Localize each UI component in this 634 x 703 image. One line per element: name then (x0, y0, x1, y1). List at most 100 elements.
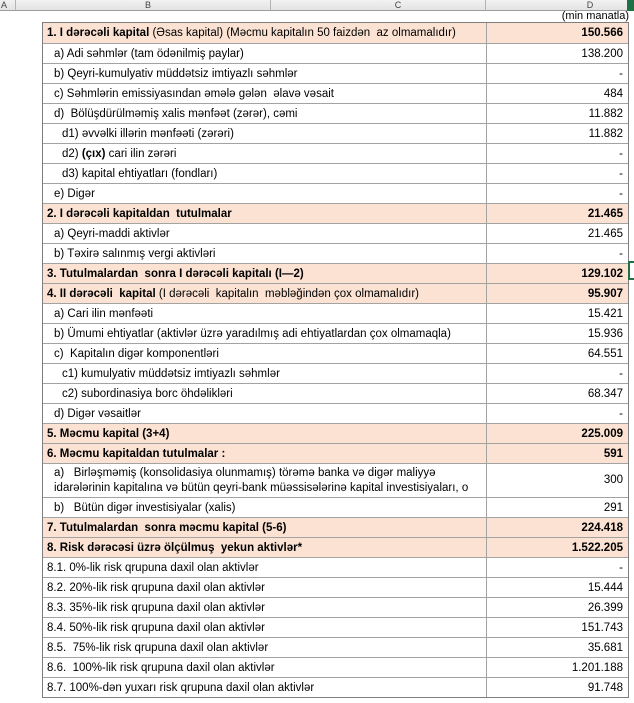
row-label-cell[interactable]: 2. I dərəcəli kapitaldan tutulmalar (43, 204, 487, 223)
row-label-cell[interactable]: 8.2. 20%-lik risk qrupuna daxil olan akt… (43, 578, 487, 597)
row-value-cell[interactable]: 300 (487, 464, 628, 497)
row-value-cell[interactable]: 225.009 (487, 424, 628, 443)
row-label-cell[interactable]: b) Bütün digər investisiyalar (xalis) (43, 498, 487, 517)
row-value-cell[interactable]: - (487, 558, 628, 577)
row-label-cell[interactable]: 3. Tutulmalardan sonra I dərəcəli kapita… (43, 264, 487, 283)
row-value-cell[interactable]: 64.551 (487, 344, 628, 363)
row-label-cell[interactable]: 5. Məcmu kapital (3+4) (43, 424, 487, 443)
row-label-cell[interactable]: c) Kapitalın digər komponentləri (43, 344, 487, 363)
row-label-cell[interactable]: 8.4. 50%-lik risk qrupuna daxil olan akt… (43, 618, 487, 637)
column-header-d[interactable]: D (586, 0, 594, 10)
table-row: 5. Məcmu kapital (3+4) 225.009 (43, 423, 628, 443)
row-label-cell[interactable]: a) Adi səhmlər (tam ödənilmiş paylar) (43, 44, 487, 63)
row-label-cell[interactable]: 6. Məcmu kapitaldan tutulmalar : (43, 444, 487, 463)
row-value: 15.421 (587, 307, 623, 320)
row-label-cell[interactable]: 8.5. 75%-lik risk qrupuna daxil olan akt… (43, 638, 487, 657)
table-row: a) Birləşməmiş (konsolidasiya olunmamış)… (43, 463, 628, 497)
row-label-cell[interactable]: 7. Tutulmalardan sonra məcmu kapital (5-… (43, 518, 487, 537)
row-label-cell[interactable]: d1) əvvəlki illərin mənfəəti (zərəri) (43, 124, 487, 143)
row-value-cell[interactable]: 591 (487, 444, 628, 463)
row-label-bold-text: 2. I dərəcəli kapitaldan tutulmalar (47, 207, 232, 220)
row-value-cell[interactable]: 21.465 (487, 224, 628, 243)
row-value-cell[interactable]: 15.421 (487, 304, 628, 323)
row-value-cell[interactable]: - (487, 144, 628, 163)
row-label-text: 8.4. 50%-lik risk qrupuna daxil olan akt… (47, 621, 265, 634)
row-value-cell[interactable]: 138.200 (487, 44, 628, 63)
row-value-cell[interactable]: 11.882 (487, 104, 628, 123)
row-value-cell[interactable]: 150.566 (487, 23, 628, 43)
row-value-cell[interactable]: 129.102 (487, 264, 628, 283)
row-label-cell[interactable]: 8.1. 0%-lik risk qrupuna daxil olan akti… (43, 558, 487, 577)
row-value: 225.009 (581, 427, 623, 440)
row-label-cell[interactable]: 4. II dərəcəli kapital (I dərəcəli kapit… (43, 284, 487, 303)
row-label-cell[interactable]: d) Bölüşdürülməmiş xalis mənfəət (zərər)… (43, 104, 487, 123)
row-value-cell[interactable]: 15.444 (487, 578, 628, 597)
table-row: 8.7. 100%-dən yuxarı risk qrupuna daxil … (43, 677, 628, 697)
row-value-cell[interactable]: 291 (487, 498, 628, 517)
row-value-cell[interactable]: 21.465 (487, 204, 628, 223)
row-label-cell[interactable]: c) Səhmlərin emissiyasından əmələ gələn … (43, 84, 487, 103)
row-label-cell[interactable]: 8.7. 100%-dən yuxarı risk qrupuna daxil … (43, 678, 487, 697)
row-value-cell[interactable]: - (487, 364, 628, 383)
row-value-cell[interactable]: - (487, 404, 628, 423)
row-value: 291 (603, 501, 623, 514)
row-value-cell[interactable]: - (487, 164, 628, 183)
row-value: 15.936 (587, 327, 623, 340)
row-value-cell[interactable]: 1.201.188 (487, 658, 628, 677)
row-label-cell[interactable]: d3) kapital ehtiyatları (fondları) (43, 164, 487, 183)
row-value-cell[interactable]: 11.882 (487, 124, 628, 143)
row-label-text: 8.1. 0%-lik risk qrupuna daxil olan akti… (47, 561, 259, 574)
table-row: c1) kumulyativ müddətsiz imtiyazlı səhml… (43, 363, 628, 383)
table-row: b) Bütün digər investisiyalar (xalis) 29… (43, 497, 628, 517)
row-label-cell[interactable]: c2) subordinasiya borc öhdəlikləri (43, 384, 487, 403)
row-label-cell[interactable]: a) Birləşməmiş (konsolidasiya olunmamış)… (43, 464, 487, 497)
row-label-cell[interactable]: 8. Risk dərəcəsi üzrə ölçülmuş yekun akt… (43, 538, 487, 557)
row-label-cell[interactable]: b) Təxirə salınmış vergi aktivləri (43, 244, 487, 263)
row-label-cell[interactable]: e) Digər (43, 184, 487, 203)
row-value-cell[interactable]: 484 (487, 84, 628, 103)
row-label-cell[interactable]: d2) (çıx) cari ilin zərəri (43, 144, 487, 163)
column-header-b[interactable]: B (144, 0, 151, 10)
column-separator (485, 0, 486, 10)
row-label-bold-text: (çıx) (81, 147, 106, 160)
table-row: a) Qeyri-maddi aktivlər 21.465 (43, 223, 628, 243)
row-label-cell[interactable]: a) Qeyri-maddi aktivlər (43, 224, 487, 243)
row-label-bold-text: 4. II dərəcəli kapital (47, 287, 156, 300)
row-value-cell[interactable]: - (487, 244, 628, 263)
row-value-cell[interactable]: 91.748 (487, 678, 628, 697)
unit-note: (min manatla) (561, 10, 629, 22)
row-value-cell[interactable]: - (487, 184, 628, 203)
row-value-cell[interactable]: 95.907 (487, 284, 628, 303)
row-label-cell[interactable]: a) Cari ilin mənfəəti (43, 304, 487, 323)
table-row: 8.6. 100%-lik risk qrupuna daxil olan ak… (43, 657, 628, 677)
row-label-cell[interactable]: c1) kumulyativ müddətsiz imtiyazlı səhml… (43, 364, 487, 383)
row-value-cell[interactable]: - (487, 64, 628, 83)
row-label-cell[interactable]: d) Digər vəsaitlər (43, 404, 487, 423)
row-label-cell[interactable]: b) Ümumi ehtiyatlar (aktivlər üzrə yarad… (43, 324, 487, 343)
column-header-a[interactable]: A (0, 0, 7, 10)
row-value: 300 (603, 474, 623, 486)
table-row: e) Digər - (43, 183, 628, 203)
row-label-rest-text: (I dərəcəli kapitalın məbləğindən çox ol… (155, 287, 420, 300)
row-label-cell[interactable]: b) Qeyri-kumulyativ müddətsiz imtiyazlı … (43, 64, 487, 83)
row-value-cell[interactable]: 26.399 (487, 598, 628, 617)
row-value-cell[interactable]: 1.522.205 (487, 538, 628, 557)
table-row: d1) əvvəlki illərin mənfəəti (zərəri) 11… (43, 123, 628, 143)
column-header-c[interactable]: C (394, 0, 402, 10)
row-value-cell[interactable]: 151.743 (487, 618, 628, 637)
row-value-cell[interactable]: 224.418 (487, 518, 628, 537)
row-value-cell[interactable]: 15.936 (487, 324, 628, 343)
table-row: 1. I dərəcəli kapital (Əsas kapital) (Mə… (43, 23, 628, 43)
row-label-text: e) Digər (54, 187, 95, 200)
table-row: a) Cari ilin mənfəəti 15.421 (43, 303, 628, 323)
row-label-cell[interactable]: 1. I dərəcəli kapital (Əsas kapital) (Mə… (43, 23, 487, 43)
row-value: - (619, 67, 623, 80)
selected-cell-fragment[interactable] (628, 261, 634, 280)
row-value-cell[interactable]: 35.681 (487, 638, 628, 657)
table-row: d3) kapital ehtiyatları (fondları) - (43, 163, 628, 183)
row-value-cell[interactable]: 68.347 (487, 384, 628, 403)
table-row: b) Ümumi ehtiyatlar (aktivlər üzrə yarad… (43, 323, 628, 343)
row-label-cell[interactable]: 8.6. 100%-lik risk qrupuna daxil olan ak… (43, 658, 487, 677)
row-label-cell[interactable]: 8.3. 35%-lik risk qrupuna daxil olan akt… (43, 598, 487, 617)
